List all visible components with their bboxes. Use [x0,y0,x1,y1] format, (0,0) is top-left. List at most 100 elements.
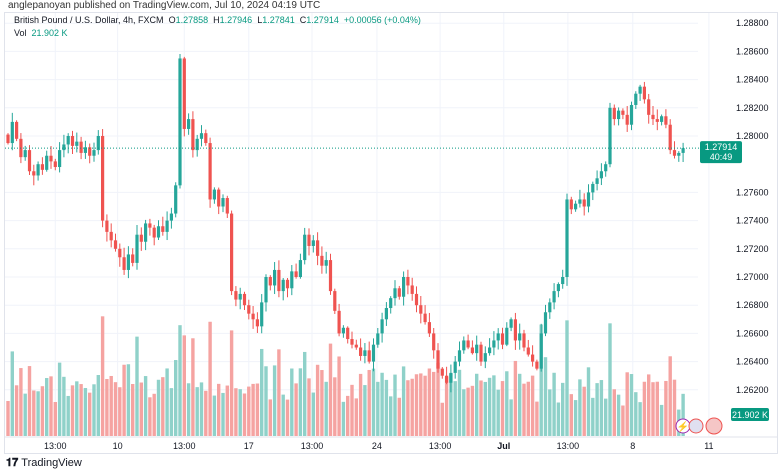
price-tick-label: 1.27600 [736,187,769,197]
candle-body [92,150,96,156]
candle-body [423,313,427,323]
candle-body [273,269,277,286]
volume-bar [573,400,578,436]
candle-body [144,223,148,242]
volume-bar [14,385,19,436]
candle-body [221,198,225,207]
volume-bar [358,373,363,436]
countdown-label: 40:49 [710,152,733,162]
symbol-title: British Pound / U.S. Dollar, 4h, FXCM [14,15,164,25]
candle-body [509,319,513,328]
volume-bar [376,381,380,436]
volume-badge [731,408,769,421]
volume-bar [509,399,513,436]
candle-body [634,93,638,105]
candle-body [45,155,49,170]
volume-bar [126,364,131,436]
candle-body [427,322,431,334]
tradingview-logo[interactable]: 𝟏𝟕 TradingView [6,457,82,469]
candle-body [354,344,358,348]
candle-body [414,293,419,306]
volume-bar [320,370,324,436]
volume-bar [380,372,384,436]
volume-bar [595,383,599,436]
last-price-label: 1.27914 [705,142,738,152]
candle-body [161,226,165,232]
candle-body [518,333,522,341]
candle-body [531,354,535,362]
low-value: 1.27841 [262,15,295,25]
candle-body [260,302,264,327]
volume-bar [79,384,83,436]
price-tick-label: 1.27200 [736,244,769,254]
candle-body [384,308,388,320]
candle-body [156,226,161,238]
candle-body [367,350,371,362]
volume-bar [6,401,10,436]
volume-bar [174,360,178,436]
volume-bar [561,382,565,436]
candle-body [660,116,664,122]
candle-body [139,234,143,242]
candle-body [621,110,625,115]
volume-bar [548,389,552,436]
candle-body [535,361,539,369]
volume-bar [393,374,397,436]
volume-bar [346,395,350,436]
price-tick-label: 1.28800 [736,18,769,28]
volume-bar [496,389,500,436]
time-tick-label: 13:00 [173,441,196,451]
volume-bar [333,377,337,436]
candle-body [27,150,32,172]
volume-bar [32,390,36,436]
open-label: O [168,15,176,25]
candle-body [346,327,350,340]
volume-bar [53,401,57,436]
candle-body [101,136,105,221]
volume-bar [229,330,234,436]
volume-bar [251,383,255,436]
price-tick-label: 1.27000 [736,272,769,282]
high-value: 1.27946 [219,15,253,25]
candle-body [83,147,87,153]
candle-body [70,136,75,146]
candle-body [561,277,565,285]
candle-body [668,124,672,151]
candle-body [483,353,487,362]
change-value: +0.00056 (+0.04%) [343,15,421,25]
volume-bar [604,398,608,436]
candle-body [608,107,612,165]
time-tick-label: 13:00 [301,441,324,451]
candle-body [402,277,406,297]
candle-body [53,161,57,168]
volume-bar [148,397,152,436]
time-tick-label: Jul [497,441,510,451]
candle-body [526,347,530,355]
candle-body [453,361,457,373]
volume-bar [178,325,182,436]
candle-body [247,305,251,314]
time-tick-label: 11 [704,441,713,451]
volume-bar [113,382,118,436]
volume-bar [457,369,462,436]
candle-body [475,344,479,354]
candle-body [58,150,62,168]
volume-bar [143,376,148,436]
volume-bar [135,336,139,436]
volume-bar [556,402,561,436]
volume-bar [647,374,651,436]
volume-bar [191,338,195,436]
candle-body [539,333,543,369]
volume-bar [363,385,367,436]
candle-body [32,171,36,176]
volume-bar [268,399,272,436]
candle-body [242,293,247,306]
candle-body [432,333,436,351]
candle-body [445,375,449,383]
candle-body [543,312,548,334]
candle-body [389,298,393,309]
time-tick-label: 8 [630,441,635,451]
candle-body [393,288,397,299]
volume-bar [651,382,655,436]
